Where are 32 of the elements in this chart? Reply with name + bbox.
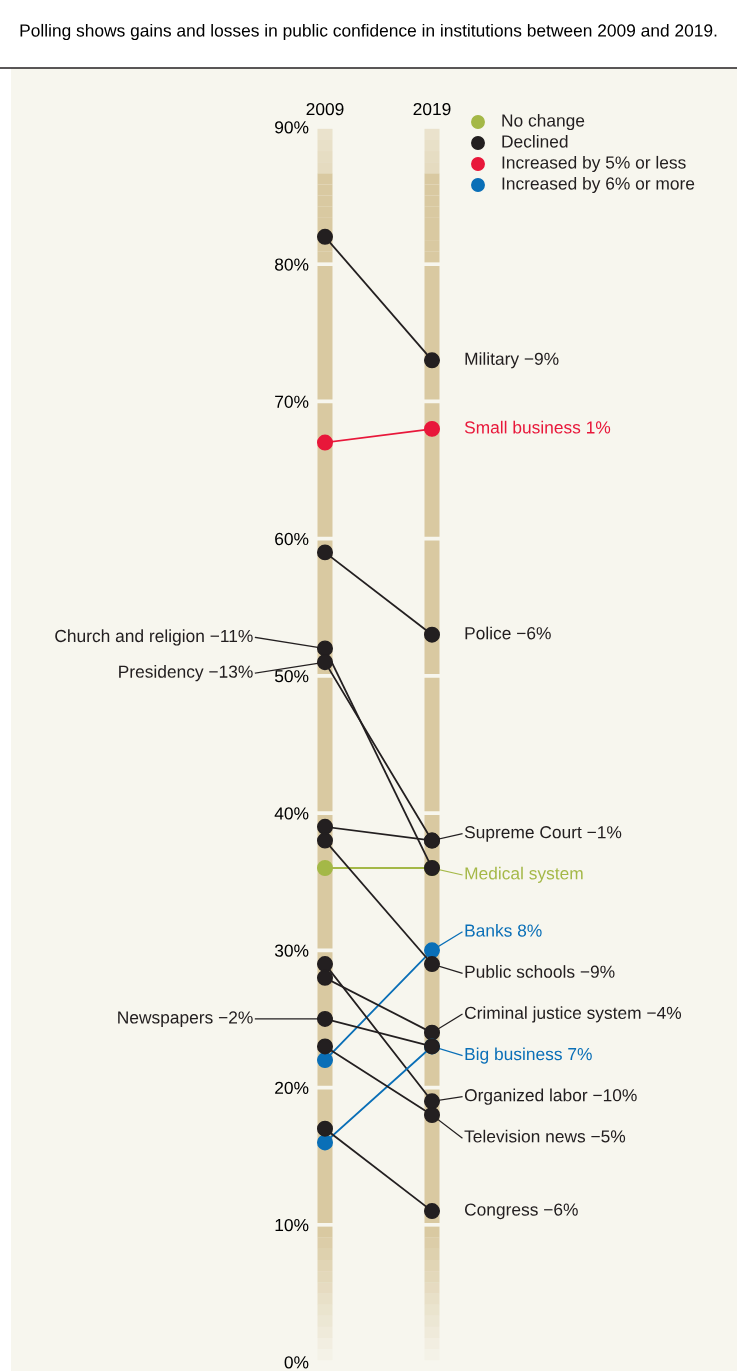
y-tick-label: 70%	[275, 395, 309, 408]
legend-label: Big business 7%	[465, 1047, 592, 1064]
y-tick-label: 10%	[275, 1218, 309, 1232]
text: Increased by 6% or more	[502, 176, 695, 194]
series-label: Police −6%	[465, 626, 551, 640]
series-label: Small business 1%	[464, 420, 611, 434]
y-tick-label: 60%	[275, 532, 309, 546]
text: Increased by 5% or less	[502, 155, 686, 173]
legend-label: Criminal justice system −4%	[464, 1006, 682, 1023]
series-label: Congress −6%	[464, 1203, 578, 1220]
legend-label: Organized labor −10%	[464, 1088, 637, 1105]
chart-title: Polling shows gains and losses in public confidence in institutions between 2009 and 2019.	[20, 23, 717, 41]
y-tick-label: 30%	[274, 944, 309, 957]
y-tick-label: 50%	[274, 670, 309, 683]
y-tick-label: 0%	[284, 1356, 309, 1369]
legend-label: Medical system	[465, 866, 583, 883]
x-tick-label: 2009	[306, 102, 344, 116]
text: Newspapers −2%	[118, 1011, 253, 1028]
y-tick-label: 20%	[275, 1081, 309, 1095]
legend-label: Banks 8%	[465, 923, 542, 937]
legend-label: Supreme Court −1%	[464, 826, 622, 842]
text: Declined	[502, 134, 568, 148]
legend-label: Television news −5%	[464, 1129, 626, 1143]
legend-label: Public schools −9%	[465, 965, 615, 978]
text: Presidency −13%	[119, 665, 253, 682]
y-tick-label: 40%	[274, 807, 309, 820]
text: No change	[502, 113, 585, 131]
series-label: Military −9%	[465, 352, 559, 369]
x-tick-label: 2019	[413, 102, 451, 116]
y-tick-label: 80%	[275, 258, 309, 271]
y-tick-label: 90%	[275, 121, 309, 134]
text: Church and religion −11%	[55, 629, 253, 646]
